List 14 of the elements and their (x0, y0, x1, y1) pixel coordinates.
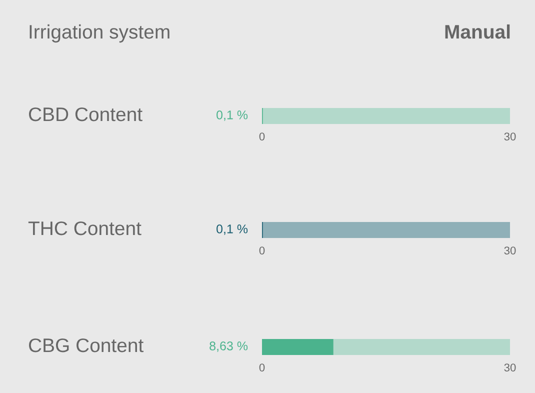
y-tick-label: CBG Content (28, 338, 144, 352)
x-tick-label: 0 (259, 132, 265, 140)
text: Irrigation system (30, 24, 170, 43)
x-tick-label: 0 (259, 364, 265, 372)
x-tick-label: 0 (259, 246, 265, 254)
data-label: 8,63 % (210, 342, 248, 352)
y-tick-label: THC Content (28, 221, 142, 236)
data-label: 0,1 % (216, 110, 248, 121)
data-label: 0,1 % (216, 224, 248, 235)
x-tick-label: 30 (504, 132, 516, 140)
x-tick-label: 30 (504, 246, 516, 254)
y-tick-label: CBD Content (28, 107, 142, 122)
text: Manual (445, 24, 510, 39)
x-tick-label: 30 (504, 364, 516, 372)
